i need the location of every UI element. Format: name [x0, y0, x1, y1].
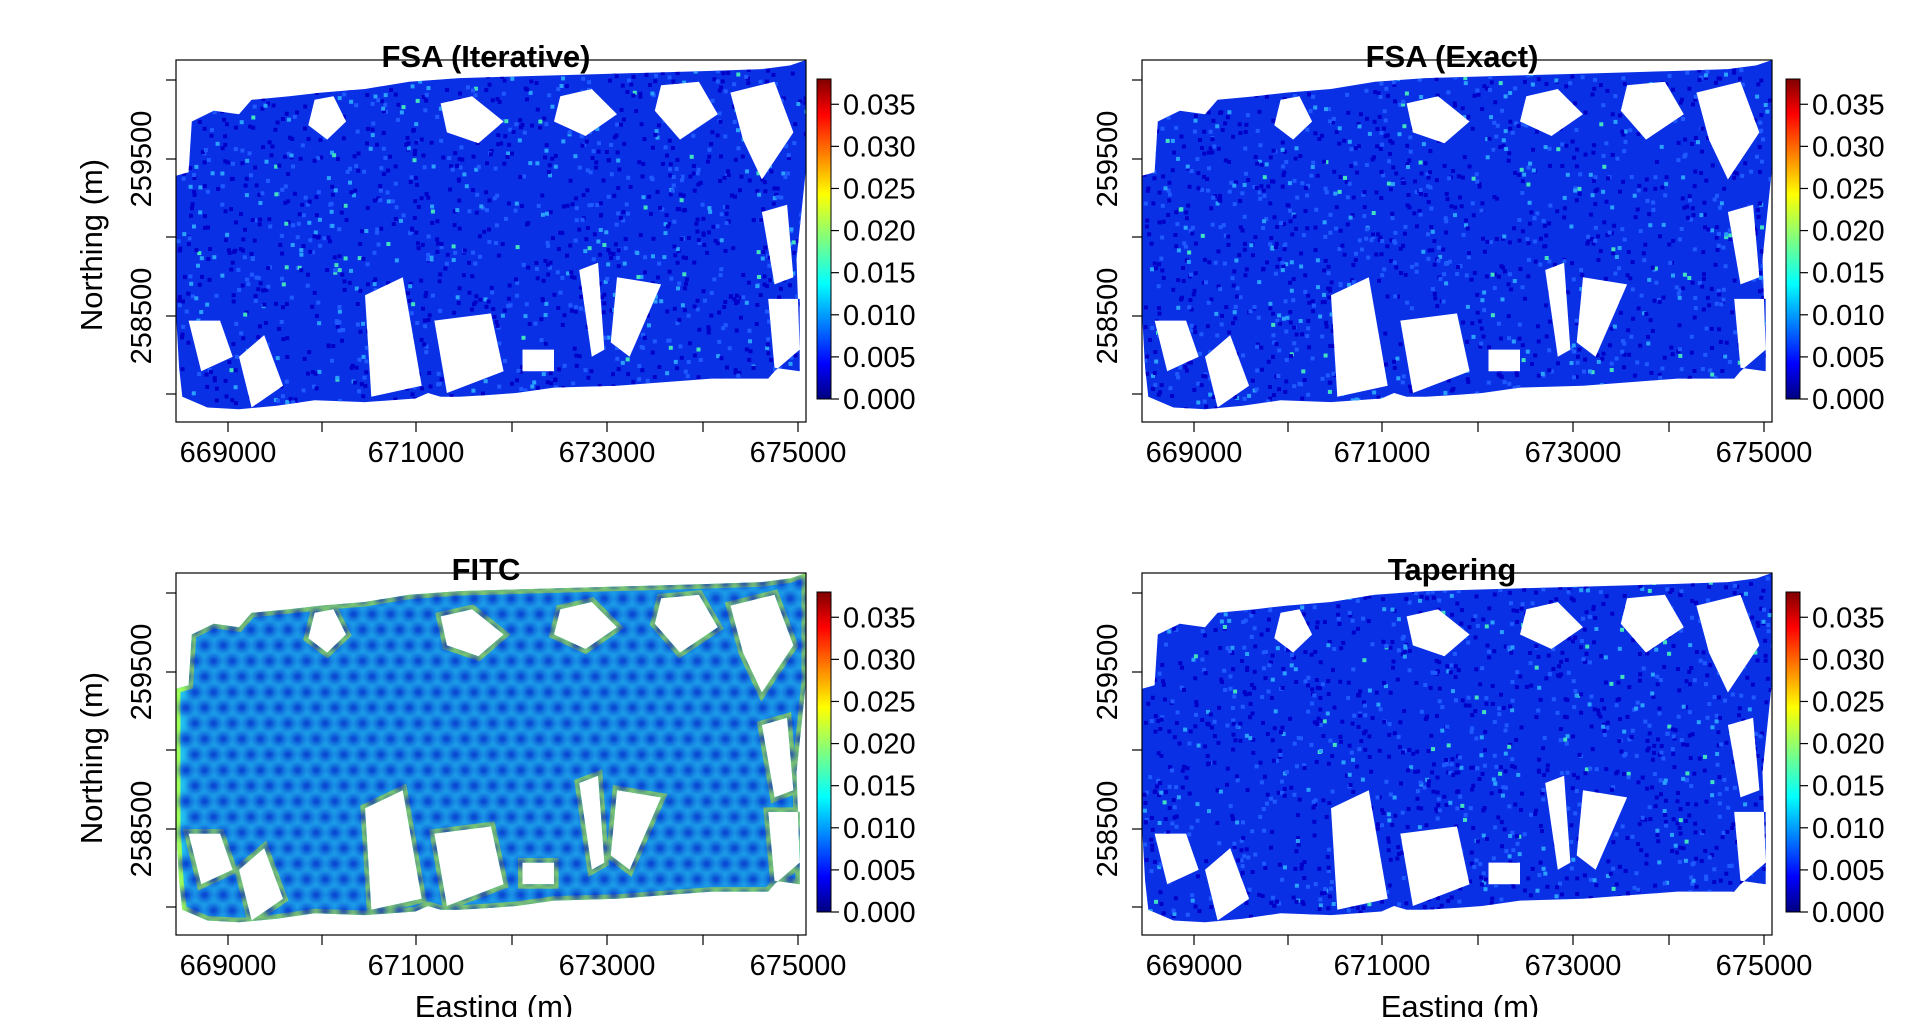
chart-panel-2: FSA (Exact) 669000 671000 673000 675000 25850…: [1092, 39, 1885, 469]
colorbar-tick-label: 0.025: [1812, 686, 1885, 718]
y-axis-label: Northing (m): [74, 672, 109, 844]
colorbar-tick-label: 0.035: [1812, 89, 1885, 121]
colorbar-frame: [816, 78, 832, 400]
colorbar-tick-label: 0.015: [843, 771, 916, 803]
x-tick-label: 671000: [1334, 950, 1431, 982]
chart-title: FITC: [452, 552, 521, 587]
x-tick-label: 671000: [368, 437, 465, 469]
colorbar-tick-label: 0.030: [843, 644, 916, 676]
colorbar-tick-label: 0.015: [1812, 258, 1885, 290]
heatmap-field: [176, 573, 806, 923]
heatmap-field: [1142, 573, 1772, 923]
colorbar: 0.000 0.005 0.010 0.015 0.020 0.025 0.030 0.035: [816, 78, 916, 416]
x-tick-label: 673000: [559, 437, 656, 469]
colorbar-tick-label: 0.010: [1812, 300, 1885, 332]
y-tick-label: 258500: [126, 781, 158, 878]
colorbar-tick-label: 0.010: [843, 300, 916, 332]
x-tick-label: 675000: [750, 437, 847, 469]
colorbar-gradient: [1786, 79, 1800, 399]
y-tick-label: 259500: [1092, 111, 1124, 208]
y-axis-label: Northing (m): [74, 159, 109, 331]
chart-panel-1: FSA (Iterative) 669000 671000 673000 675000 2…: [74, 39, 916, 469]
x-axis-label: Easting (m): [415, 989, 573, 1017]
colorbar-tick-label: 0.000: [1812, 384, 1885, 416]
x-tick-label: 673000: [1525, 950, 1622, 982]
heatmap-field: [176, 60, 806, 410]
plot-frame: [1141, 59, 1773, 423]
colorbar-tick-label: 0.015: [1812, 771, 1885, 803]
x-tick-label: 673000: [1525, 437, 1622, 469]
colorbar-tick-label: 0.020: [843, 216, 916, 248]
colorbar-tick-label: 0.030: [1812, 644, 1885, 676]
plot-area: [1141, 59, 1773, 423]
x-tick-label: 669000: [180, 437, 277, 469]
colorbar-tick-label: 0.010: [843, 813, 916, 845]
colorbar-tick-label: 0.020: [1812, 216, 1885, 248]
heatmap-field: [1142, 60, 1772, 410]
chart-title: Tapering: [1388, 552, 1517, 587]
y-tick-label: 258500: [1092, 781, 1124, 878]
colorbar-tick-label: 0.005: [1812, 342, 1885, 374]
colorbar: 0.000 0.005 0.010 0.015 0.020 0.025 0.030 0.035: [1785, 591, 1885, 929]
colorbar-tick-label: 0.020: [843, 729, 916, 761]
colorbar-tick-label: 0.030: [843, 131, 916, 163]
y-tick-label: 259500: [126, 111, 158, 208]
plot-area: [1141, 572, 1773, 936]
colorbar-tick-label: 0.030: [1812, 131, 1885, 163]
colorbar-gradient: [1786, 592, 1800, 912]
plot-frame: [1141, 572, 1773, 936]
x-tick-label: 669000: [180, 950, 277, 982]
colorbar-tick-label: 0.015: [843, 258, 916, 290]
colorbar-tick-label: 0.000: [1812, 897, 1885, 929]
x-tick-label: 675000: [1716, 437, 1813, 469]
colorbar-tick-label: 0.035: [843, 89, 916, 121]
x-tick-label: 675000: [750, 950, 847, 982]
colorbar-tick-label: 0.035: [1812, 602, 1885, 634]
colorbar-tick-label: 0.010: [1812, 813, 1885, 845]
colorbar-tick-label: 0.000: [843, 384, 916, 416]
x-tick-label: 669000: [1146, 950, 1243, 982]
y-tick-label: 258500: [126, 268, 158, 365]
colorbar: 0.000 0.005 0.010 0.015 0.020 0.025 0.030 0.035: [1785, 78, 1885, 416]
colorbar-frame: [1785, 591, 1801, 913]
x-tick-label: 675000: [1716, 950, 1813, 982]
x-tick-label: 671000: [368, 950, 465, 982]
plot-frame: [175, 572, 807, 936]
colorbar-tick-label: 0.025: [843, 173, 916, 205]
colorbar-tick-label: 0.005: [843, 855, 916, 887]
colorbar-tick-label: 0.025: [1812, 173, 1885, 205]
x-tick-label: 673000: [559, 950, 656, 982]
chart-panel-4: Tapering 669000 671000 673000 675000 258500 25…: [1092, 552, 1885, 1017]
colorbar-gradient: [817, 79, 831, 399]
colorbar-tick-label: 0.000: [843, 897, 916, 929]
knot-spots: [179, 577, 806, 923]
y-tick-label: 259500: [1092, 624, 1124, 721]
x-tick-label: 671000: [1334, 437, 1431, 469]
colorbar-tick-label: 0.025: [843, 686, 916, 718]
plot-area: [175, 572, 807, 936]
colorbar-frame: [1785, 78, 1801, 400]
colorbar-tick-label: 0.005: [1812, 855, 1885, 887]
colorbar-tick-label: 0.020: [1812, 729, 1885, 761]
colorbar-tick-label: 0.005: [843, 342, 916, 374]
plot-area: [175, 59, 807, 423]
x-axis-label: Easting (m): [1381, 989, 1539, 1017]
y-tick-label: 258500: [1092, 268, 1124, 365]
plot-frame: [175, 59, 807, 423]
chart-title: FSA (Exact): [1366, 39, 1539, 74]
colorbar-tick-label: 0.035: [843, 602, 916, 634]
x-tick-label: 669000: [1146, 437, 1243, 469]
colorbar-gradient: [817, 592, 831, 912]
y-tick-label: 259500: [126, 624, 158, 721]
chart-panel-3: FITC 669000 671000 673000 675000 258500 259500…: [74, 552, 916, 1017]
chart-title: FSA (Iterative): [381, 39, 590, 74]
colorbar: 0.000 0.005 0.010 0.015 0.020 0.025 0.030 0.035: [816, 591, 916, 929]
colorbar-frame: [816, 591, 832, 913]
